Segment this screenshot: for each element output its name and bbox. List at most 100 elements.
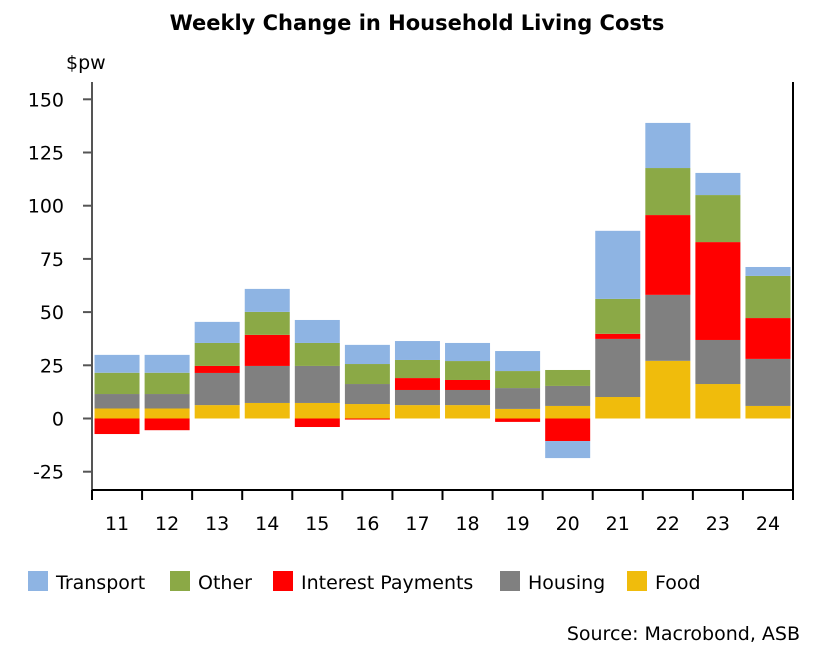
- bar-interest-payments-13: [194, 365, 240, 373]
- y-tick-label: 150: [28, 89, 64, 111]
- bar-other-23: [695, 195, 741, 243]
- bar-food-12: [144, 408, 190, 419]
- bar-housing-24: [745, 358, 791, 406]
- y-tick-label: 0: [52, 409, 64, 431]
- y-tick-label: 100: [28, 196, 64, 218]
- y-axis-label: $pw: [66, 52, 106, 74]
- bar-other-18: [445, 361, 491, 380]
- legend-swatch-other: [170, 571, 190, 591]
- bar-transport-19: [495, 351, 541, 372]
- bar-other-19: [495, 371, 541, 389]
- bar-housing-14: [244, 365, 290, 403]
- bar-food-23: [695, 384, 741, 419]
- legend-label-housing: Housing: [528, 572, 605, 594]
- bar-interest-payments-22: [645, 215, 691, 295]
- bar-transport-13: [194, 321, 240, 343]
- bar-interest-payments-16: [344, 418, 390, 420]
- y-tick-label: 75: [40, 249, 64, 271]
- bar-food-11: [94, 408, 140, 419]
- bar-housing-18: [445, 389, 491, 406]
- bar-housing-21: [595, 338, 641, 398]
- legend-label-interest-payments: Interest Payments: [301, 572, 473, 594]
- bar-other-20: [545, 369, 591, 386]
- bar-food-17: [394, 405, 440, 419]
- bar-interest-payments-19: [495, 418, 541, 422]
- bar-housing-22: [645, 294, 691, 361]
- x-tick-label: 13: [205, 513, 229, 535]
- bar-food-18: [445, 405, 491, 419]
- bar-other-12: [144, 372, 190, 395]
- bar-other-11: [94, 372, 140, 395]
- bar-other-13: [194, 342, 240, 366]
- bar-housing-16: [344, 384, 390, 405]
- legend-swatch-interest-payments: [273, 571, 293, 591]
- axes-group: 150 125 100 75 50 25 0 -25 11 12 13 14 15 16 17 18 19 20 2…: [28, 82, 794, 535]
- bar-interest-payments-17: [394, 378, 440, 390]
- bar-other-15: [294, 342, 340, 366]
- bar-transport-16: [344, 344, 390, 365]
- bar-food-13: [194, 405, 240, 419]
- bar-housing-23: [695, 339, 741, 385]
- bar-interest-payments-23: [695, 242, 741, 340]
- bar-food-16: [344, 404, 390, 419]
- x-tick-label: 14: [255, 513, 279, 535]
- y-tick-label: -25: [33, 462, 64, 484]
- bar-transport-11: [94, 354, 140, 373]
- x-tick-label: 11: [105, 513, 129, 535]
- bar-other-21: [595, 298, 641, 334]
- bar-transport-18: [445, 342, 491, 362]
- y-tick-label: 125: [28, 143, 64, 165]
- bar-interest-payments-15: [294, 418, 340, 428]
- bar-other-14: [244, 311, 290, 335]
- bar-food-19: [495, 408, 541, 419]
- bar-interest-payments-11: [94, 418, 140, 435]
- x-tick-label: 22: [656, 513, 680, 535]
- x-tick-label: 24: [756, 513, 780, 535]
- bar-housing-12: [144, 394, 190, 409]
- bar-interest-payments-21: [595, 333, 641, 339]
- y-tick-label: 25: [40, 355, 64, 377]
- bar-other-22: [645, 168, 691, 216]
- bar-food-14: [244, 402, 290, 419]
- bar-food-24: [745, 405, 791, 419]
- bar-housing-15: [294, 365, 340, 403]
- bar-other-16: [344, 364, 390, 385]
- bar-transport-21: [595, 230, 641, 299]
- bar-food-15: [294, 402, 340, 419]
- bar-interest-payments-12: [144, 418, 190, 431]
- bar-transport-12: [144, 354, 190, 373]
- bar-interest-payments-20: [545, 418, 591, 442]
- source-note: Source: Macrobond, ASB: [567, 623, 800, 645]
- bar-transport-22: [645, 122, 691, 169]
- chart-title: Weekly Change in Household Living Costs: [170, 11, 665, 35]
- bar-transport-17: [394, 341, 440, 360]
- x-tick-label: 15: [305, 513, 329, 535]
- bar-food-20: [545, 405, 591, 419]
- bar-transport-14: [244, 288, 290, 312]
- legend-swatch-housing: [500, 571, 520, 591]
- x-tick-label: 19: [506, 513, 530, 535]
- legend: Transport Other Interest Payments Housing Fo…: [28, 571, 701, 594]
- bar-transport-15: [294, 319, 340, 343]
- bar-other-17: [394, 359, 440, 379]
- bar-other-24: [745, 275, 791, 319]
- bar-housing-17: [394, 389, 440, 406]
- x-tick-label: 23: [706, 513, 730, 535]
- legend-label-transport: Transport: [55, 572, 145, 594]
- x-tick-label: 21: [606, 513, 630, 535]
- bar-housing-19: [495, 388, 541, 409]
- x-tick-label: 16: [355, 513, 379, 535]
- bar-housing-20: [545, 385, 591, 406]
- bar-transport-20: [545, 441, 591, 459]
- x-tick-label: 20: [556, 513, 580, 535]
- bar-housing-11: [94, 394, 140, 409]
- y-tick-label: 50: [40, 302, 64, 324]
- bars-group: [94, 122, 791, 459]
- bar-transport-24: [745, 266, 791, 276]
- x-tick-label: 12: [155, 513, 179, 535]
- bar-interest-payments-14: [244, 334, 290, 366]
- legend-label-other: Other: [198, 572, 252, 594]
- bar-interest-payments-24: [745, 318, 791, 359]
- legend-swatch-transport: [28, 571, 48, 591]
